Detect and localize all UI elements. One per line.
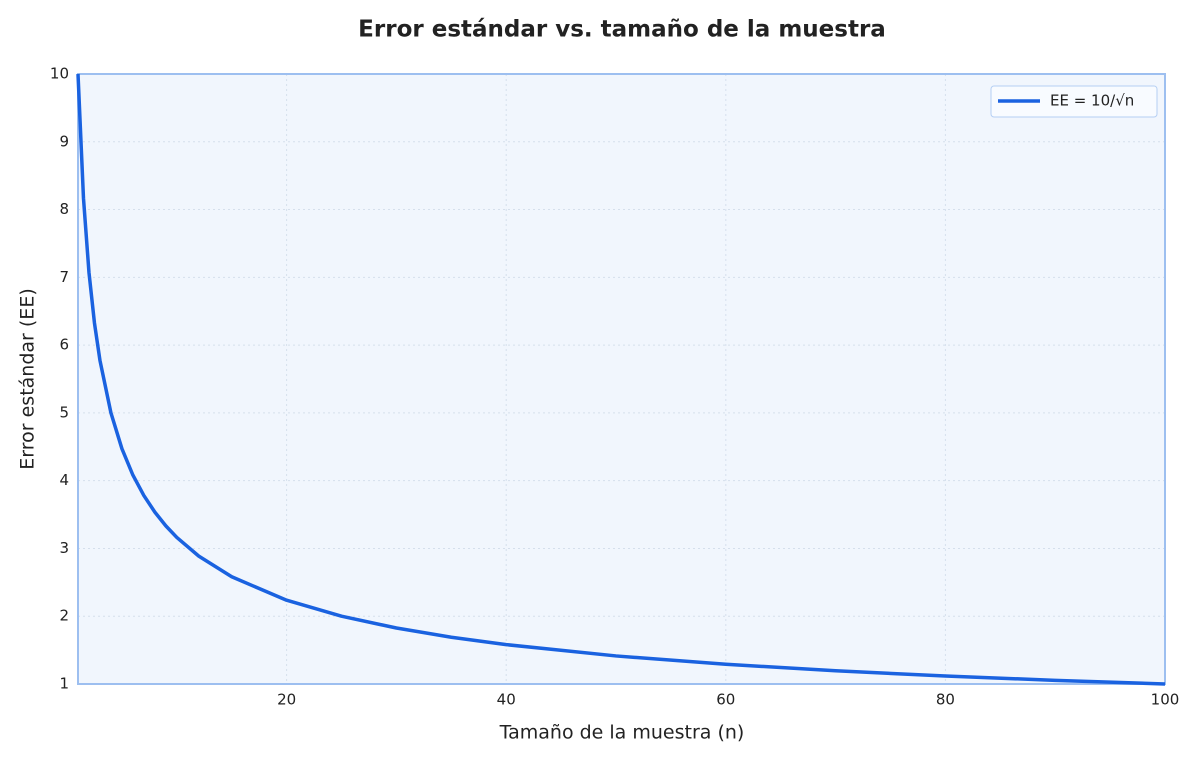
y-tick-label: 1 — [59, 675, 69, 693]
x-tick-label: 80 — [936, 691, 955, 709]
x-tick-label: 40 — [497, 691, 516, 709]
y-axis-label: Error estándar (EE) — [17, 288, 39, 469]
data-line — [76, 73, 1166, 686]
y-tick-label: 9 — [59, 132, 69, 150]
plot-area — [78, 74, 1165, 684]
legend-label: EE = 10/√n — [1050, 92, 1134, 110]
y-tick-label: 6 — [59, 336, 69, 354]
y-tick-label: 5 — [59, 403, 69, 421]
plot-border — [77, 73, 1166, 685]
y-tick-label: 8 — [59, 200, 69, 218]
x-tick-label: 100 — [1151, 691, 1180, 709]
y-tick-label: 3 — [59, 539, 69, 557]
y-tick-label: 2 — [59, 607, 69, 625]
y-tick-label: 10 — [50, 65, 69, 83]
y-tick-label: 7 — [59, 268, 69, 286]
chart-title: Error estándar vs. tamaño de la muestra — [358, 17, 886, 43]
legend-box — [990, 85, 1158, 118]
x-tick-label: 20 — [277, 691, 296, 709]
x-axis-label: Tamaño de la muestra (n) — [499, 722, 745, 744]
x-tick-label: 60 — [716, 691, 735, 709]
y-tick-label: 4 — [59, 471, 69, 489]
